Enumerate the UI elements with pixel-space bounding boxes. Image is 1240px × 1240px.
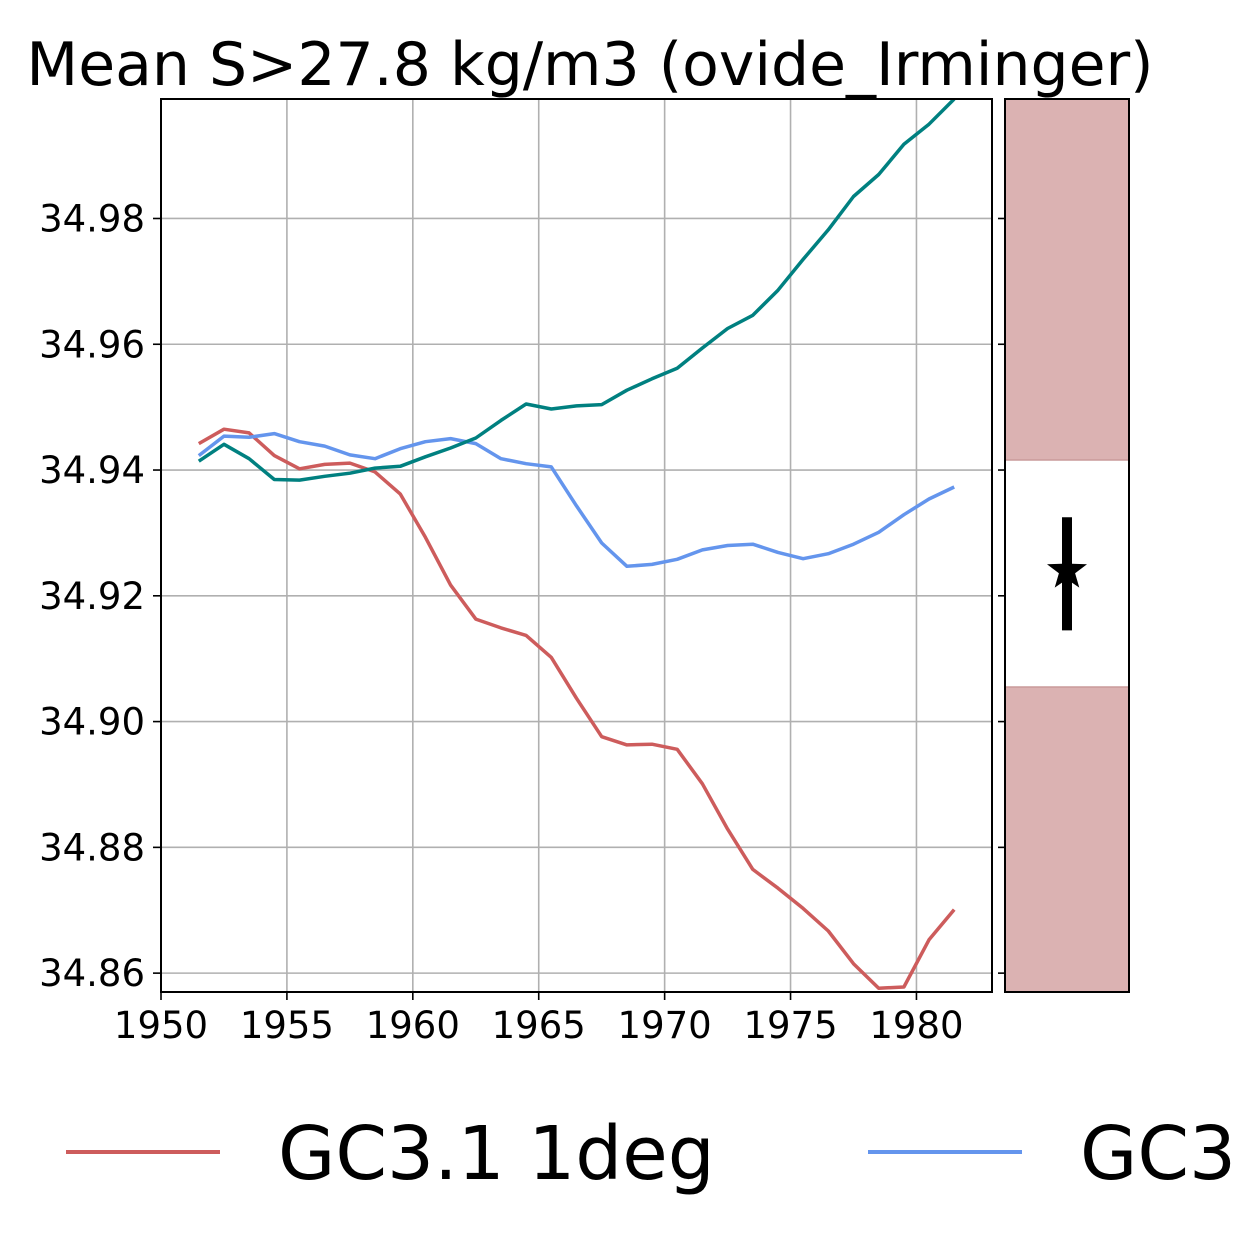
x-tick-label: 1970 (618, 1004, 712, 1047)
x-tick-label: 1950 (114, 1004, 208, 1047)
y-tick-label: 34.94 (39, 449, 145, 492)
y-tick-label: 34.86 (39, 952, 145, 995)
y-tick-label: 34.96 (39, 323, 145, 366)
chart-title: Mean S>27.8 kg/m3 (ovide_Irminger) (26, 30, 1153, 100)
side-panel-shade-lower (1005, 686, 1129, 992)
main-plot-frame (160, 98, 993, 993)
side-panel-shade-upper (1005, 99, 1129, 460)
legend-label-2: GC3 (1080, 1111, 1236, 1197)
y-axis: 34.86 34.88 34.90 34.92 34.94 34.96 34.98 (39, 197, 1005, 995)
x-tick-label: 1975 (743, 1004, 837, 1047)
series-line-1 (197, 427, 956, 990)
x-tick-label: 1980 (869, 1004, 963, 1047)
x-axis: 1950 1955 1960 1965 1970 1975 1980 (114, 992, 964, 1047)
side-panel-frame (1004, 98, 1130, 993)
y-tick-label: 34.98 (39, 197, 145, 240)
grid (160, 99, 992, 992)
side-panel (1005, 99, 1129, 992)
series-line-3 (197, 99, 956, 482)
legend-label-1: GC3.1 1deg (278, 1111, 715, 1197)
series-layer (197, 99, 956, 990)
x-tick-label: 1960 (366, 1004, 460, 1047)
series-line-2 (197, 431, 955, 569)
y-tick-label: 34.88 (39, 826, 145, 869)
x-tick-label: 1965 (492, 1004, 586, 1047)
y-tick-label: 34.90 (39, 701, 145, 744)
legend: GC3.1 1deg GC3 (66, 1111, 1236, 1197)
side-panel-star-marker (1047, 549, 1087, 588)
y-tick-label: 34.92 (39, 575, 145, 618)
x-tick-label: 1955 (240, 1004, 334, 1047)
